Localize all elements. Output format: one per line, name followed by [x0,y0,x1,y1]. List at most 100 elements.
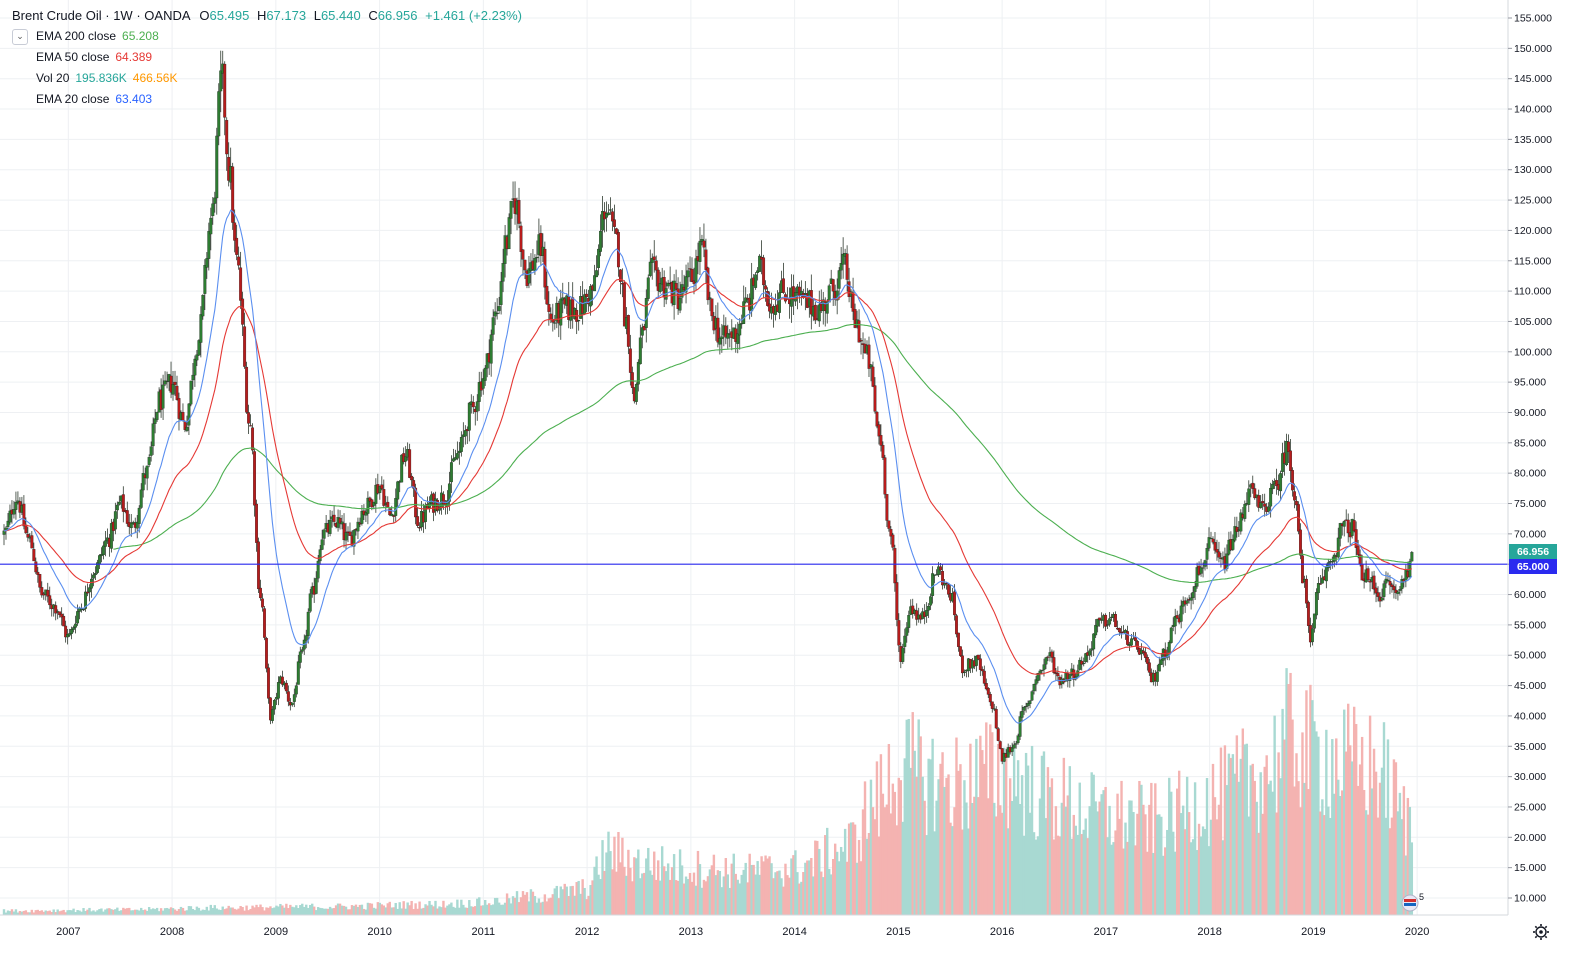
x-tick-label: 2007 [56,926,80,938]
volume-bar [692,872,696,915]
symbol-name[interactable]: Brent Crude Oil [12,8,102,23]
volume-bar [609,851,612,915]
indicator-row-ema50[interactable]: EMA 50 close 64.389 [12,47,526,68]
gear-icon[interactable] [1533,924,1549,940]
candle [26,527,30,542]
volume-bar [1241,728,1245,915]
volume-bar [1078,782,1081,915]
candle-body [813,304,817,321]
indicator-row-ema200[interactable]: ⌄ EMA 200 close 65.208 [12,26,526,47]
candle-body [193,358,197,376]
volume-bar [579,893,582,915]
volume-bar [804,862,807,915]
candle-body [76,611,80,624]
ema50-line[interactable] [3,278,1412,675]
candle-body [1205,548,1209,560]
ema200-line[interactable] [113,323,1412,584]
candle-body [396,481,400,500]
volume-bar [360,904,364,915]
y-tick-label: 55.000 [1514,619,1546,631]
candle-body [243,326,247,367]
volume-bar [563,883,566,915]
volume-bar [662,866,666,915]
candle-body [94,573,97,576]
volume-bar [462,904,465,915]
candle [521,249,525,276]
volume-bar [203,909,207,915]
candle [416,507,420,528]
volume-bar [1291,719,1294,915]
volume-bar [1219,747,1223,915]
volume-bar [209,904,213,915]
volume-bar [837,861,841,915]
volume-bar [1237,781,1241,915]
indicator-row-vol20[interactable]: Vol 20 195.836K 466.56K [12,68,526,89]
volume-bar [619,862,622,915]
ema20-line[interactable] [3,209,1413,724]
volume-bar [372,907,376,915]
volume-bar [72,908,75,915]
candle-body [982,670,986,684]
candle-body [416,516,420,526]
candle [982,665,986,686]
candle [1408,558,1412,578]
candle-body [559,298,563,326]
volume-bar [1150,782,1153,915]
interval-label[interactable]: 1W [113,8,133,23]
volume-bar [1267,784,1270,915]
candle-body [259,587,262,599]
candle-body [491,317,495,335]
flag-icon[interactable]: 5 [1401,892,1424,912]
volume-bar [118,910,121,915]
candle [12,500,16,519]
candle-body [507,217,511,250]
price-axis[interactable]: 10.00015.00020.00025.00030.00035.00040.0… [1508,13,1552,905]
candle-body [191,374,195,381]
candle [141,465,145,498]
candle-body [974,655,978,666]
volume-bar [171,908,175,915]
candle [455,441,459,461]
volume-bar [195,906,199,915]
volume-bar [668,879,672,915]
candle [517,187,521,229]
candle-body [2,530,6,535]
candle-body [489,334,493,364]
candle-body [1191,592,1195,598]
volume-bar [893,791,897,915]
volume-bar [191,909,195,915]
candle [782,262,785,294]
candle [1233,516,1237,543]
volume-bar [265,907,268,915]
y-tick-label: 45.000 [1514,680,1546,692]
candle [684,264,688,304]
volume-bar [269,906,272,915]
candle [1012,740,1016,749]
indicator-row-ema20[interactable]: EMA 20 close 63.403 [12,89,526,110]
candle-body [618,269,622,282]
candle-body [1320,577,1324,584]
candle [1096,618,1100,633]
volume-bar [1183,829,1187,915]
candle-body [54,605,58,614]
chevron-down-icon[interactable]: ⌄ [12,28,28,45]
volume-bar [995,816,998,915]
volume-bar [1295,753,1298,915]
candle-body [96,562,99,573]
candle [155,411,159,422]
candle [628,334,632,386]
candle-body [1360,564,1364,581]
candle-body [1167,642,1171,653]
candle-body [483,367,487,381]
candle-body [1092,633,1096,650]
volume-bar [478,897,481,915]
volume-bar [545,901,549,915]
time-axis[interactable]: 2007 2008 2009 2010 2011 2012 2013 2014 2015 2016… [56,926,1429,938]
candle-body [360,510,364,524]
volume-bar [905,719,908,915]
candle [145,465,149,491]
volume-bar [497,902,501,915]
candle-body [129,522,133,529]
